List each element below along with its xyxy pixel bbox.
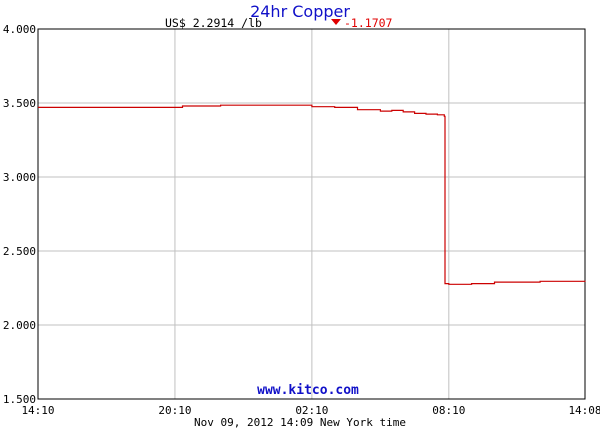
chart-title: 24hr Copper xyxy=(250,2,350,21)
watermark: www.kitco.com xyxy=(257,383,359,398)
y-tick-label: 2.000 xyxy=(3,319,36,332)
series-layer xyxy=(38,104,586,285)
y-tick-label: 3.500 xyxy=(3,97,36,110)
down-arrow-icon xyxy=(331,19,341,25)
copper-price-line xyxy=(38,104,586,285)
plot-frame xyxy=(37,28,586,400)
y-tick-label: 2.500 xyxy=(3,245,36,258)
axes xyxy=(37,28,586,400)
y-tick-label: 1.500 xyxy=(3,393,36,406)
y-tick-label: 4.000 xyxy=(3,23,36,36)
x-tick-label: 14:08 xyxy=(568,404,600,417)
x-tick-label: 14:10 xyxy=(21,404,54,417)
y-tick-label: 3.000 xyxy=(3,171,36,184)
price-label: US$ 2.2914 /lb xyxy=(165,16,262,30)
x-tick-label: 20:10 xyxy=(158,404,191,417)
x-tick-label: 08:10 xyxy=(432,404,465,417)
x-tick-label: 02:10 xyxy=(295,404,328,417)
footer-timestamp: Nov 09, 2012 14:09 New York time xyxy=(194,416,406,429)
price-change: -1.1707 xyxy=(344,16,393,30)
grid xyxy=(37,28,586,400)
